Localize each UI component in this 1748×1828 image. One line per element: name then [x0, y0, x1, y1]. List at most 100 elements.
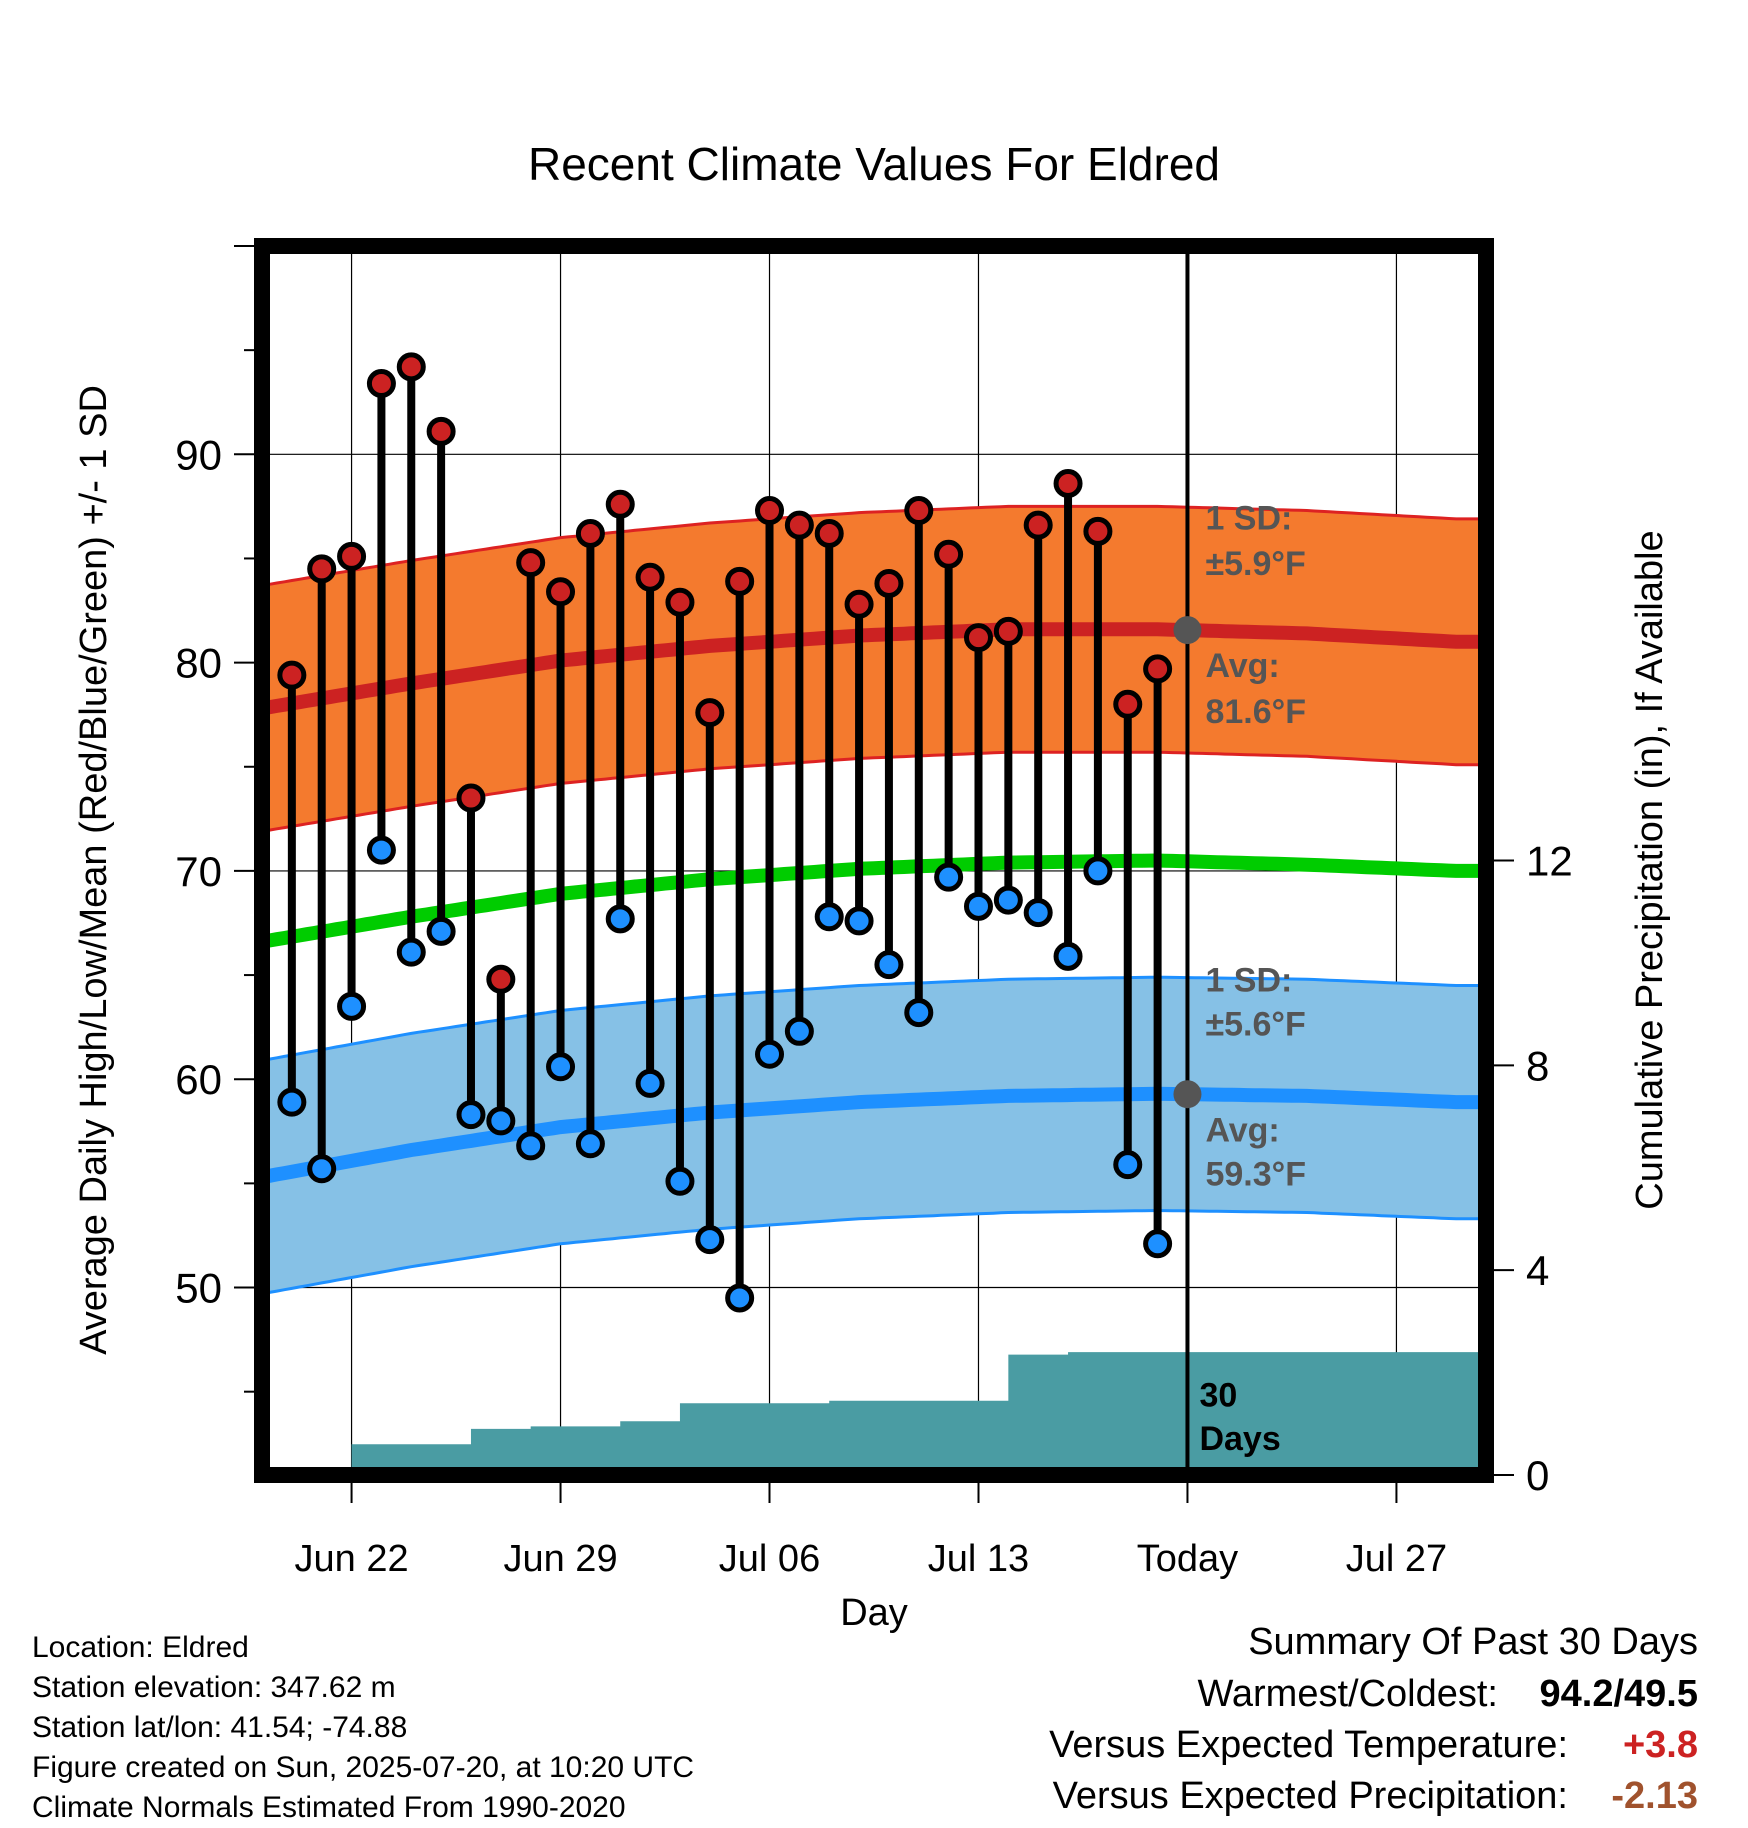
daily-low-point: [1023, 898, 1053, 928]
y-right-tick-label: 4: [1526, 1247, 1549, 1294]
daily-low-point: [784, 1016, 814, 1046]
daily-low-point: [396, 937, 426, 967]
low-sd-lower-edge: [261, 1208, 1486, 1296]
daily-high-point: [456, 783, 486, 813]
y-right-tick-label: 0: [1526, 1452, 1549, 1499]
daily-high-point: [963, 623, 993, 653]
info-location: Location: Eldred: [32, 1631, 249, 1664]
daily-high-point: [366, 368, 396, 398]
daily-high-point: [784, 510, 814, 540]
y-right-tick-label: 8: [1526, 1042, 1549, 1089]
x-tick-label: Jun 29: [503, 1538, 617, 1580]
daily-low-point: [486, 1106, 516, 1136]
summary-temp-label: Versus Expected Temperature:: [1049, 1724, 1568, 1766]
daily-low-point: [844, 906, 874, 936]
daily-low-point: [993, 885, 1023, 915]
x-axis-label: Day: [840, 1592, 908, 1634]
daily-high-point: [934, 539, 964, 569]
high-sd-label: 1 SD:: [1205, 499, 1292, 537]
x-tick-label: Jul 27: [1346, 1538, 1447, 1580]
x-tick-label: Jul 06: [719, 1538, 820, 1580]
y-left-tick-label: 70: [175, 848, 222, 895]
today-high-avg-marker: [1173, 616, 1202, 645]
daily-high-point: [1143, 654, 1173, 684]
daily-low-point: [575, 1129, 605, 1159]
daily-low-point: [635, 1068, 665, 1098]
daily-low-point: [963, 891, 993, 921]
high-avg-value: 81.6°F: [1205, 693, 1306, 731]
days-word-label: Days: [1199, 1420, 1280, 1458]
high-normal-line: [260, 622, 1486, 716]
summary-precip-label: Versus Expected Precipitation:: [1053, 1775, 1568, 1817]
daily-high-point: [725, 566, 755, 596]
daily-high-point: [605, 489, 635, 519]
daily-low-point: [1083, 856, 1113, 886]
info-normals: Climate Normals Estimated From 1990-2020: [32, 1791, 626, 1824]
daily-high-point: [874, 568, 904, 598]
daily-low-point: [1113, 1150, 1143, 1180]
daily-low-point: [366, 835, 396, 865]
low-sd-value: ±5.6°F: [1205, 1005, 1305, 1043]
axes: 50 60 70 80 90 0 4 8 12 Jun 22 Jun 29 Jul 06 Jul 13 T…: [175, 238, 1573, 1580]
daily-high-point: [904, 496, 934, 526]
daily-low-point: [814, 902, 844, 932]
y-right-tick-label: 12: [1526, 838, 1573, 885]
info-latlon: Station lat/lon: 41.54; -74.88: [32, 1711, 407, 1744]
daily-low-point: [307, 1154, 337, 1184]
high-sd-upper-edge: [261, 504, 1486, 587]
daily-high-point: [396, 352, 426, 382]
y-left-tick-label: 90: [175, 431, 222, 478]
daily-low-point: [337, 991, 367, 1021]
daily-high-point: [1053, 468, 1083, 498]
summary-precip-value: -2.13: [1611, 1775, 1698, 1817]
plot-frame: [254, 238, 1494, 1483]
daily-high-point: [1023, 510, 1053, 540]
daily-high-point: [844, 589, 874, 619]
daily-high-point: [546, 577, 576, 607]
x-tick-label: Jun 22: [295, 1538, 409, 1580]
daily-low-point: [516, 1131, 546, 1161]
chart-title: Recent Climate Values For Eldred: [528, 138, 1220, 190]
daily-high-point: [1113, 689, 1143, 719]
daily-high-point: [307, 554, 337, 584]
daily-high-point: [665, 587, 695, 617]
summary-title: Summary Of Past 30 Days: [1248, 1621, 1698, 1663]
daily-low-point: [665, 1166, 695, 1196]
daily-high-point: [1083, 516, 1113, 546]
x-tick-label: Today: [1137, 1538, 1238, 1580]
daily-low-point: [934, 862, 964, 892]
daily-high-point: [814, 518, 844, 548]
summary-panel: Summary Of Past 30 Days Warmest/Coldest:…: [1049, 1621, 1698, 1817]
low-sd-label: 1 SD:: [1205, 962, 1292, 1000]
high-sd-value: ±5.9°F: [1205, 545, 1305, 583]
y-axis-right-label: Cumulative Precipitation (in), If Availa…: [1629, 530, 1671, 1209]
mean-normal-line: [260, 853, 1486, 949]
summary-warmest-value: 94.2/49.5: [1540, 1673, 1698, 1715]
x-tick-label: Jul 13: [928, 1538, 1029, 1580]
daily-low-point: [1053, 941, 1083, 971]
daily-low-point: [874, 950, 904, 980]
low-avg-label: Avg:: [1205, 1112, 1279, 1150]
daily-high-point: [277, 660, 307, 690]
daily-low-point: [426, 916, 456, 946]
daily-low-point: [456, 1100, 486, 1130]
daily-low-point: [546, 1052, 576, 1082]
daily-low-point: [277, 1087, 307, 1117]
daily-low-point: [725, 1283, 755, 1313]
days-number-label: 30: [1199, 1376, 1237, 1414]
summary-temp-value: +3.8: [1623, 1724, 1698, 1766]
low-sd-upper-edge: [261, 975, 1486, 1062]
daily-high-point: [575, 518, 605, 548]
station-info: Location: Eldred Station elevation: 347.…: [32, 1631, 694, 1824]
daily-low-point: [605, 904, 635, 934]
daily-high-point: [337, 541, 367, 571]
daily-high-point: [486, 964, 516, 994]
info-created: Figure created on Sun, 2025-07-20, at 10…: [32, 1751, 694, 1784]
daily-high-point: [695, 698, 725, 728]
high-avg-label: Avg:: [1205, 647, 1279, 685]
daily-high-point: [635, 562, 665, 592]
plot-area: 1 SD: ±5.9°F Avg: 81.6°F 1 SD: ±5.6°F Avg: 59.3…: [260, 246, 1487, 1475]
low-avg-value: 59.3°F: [1205, 1155, 1306, 1193]
daily-low-point: [1143, 1229, 1173, 1259]
